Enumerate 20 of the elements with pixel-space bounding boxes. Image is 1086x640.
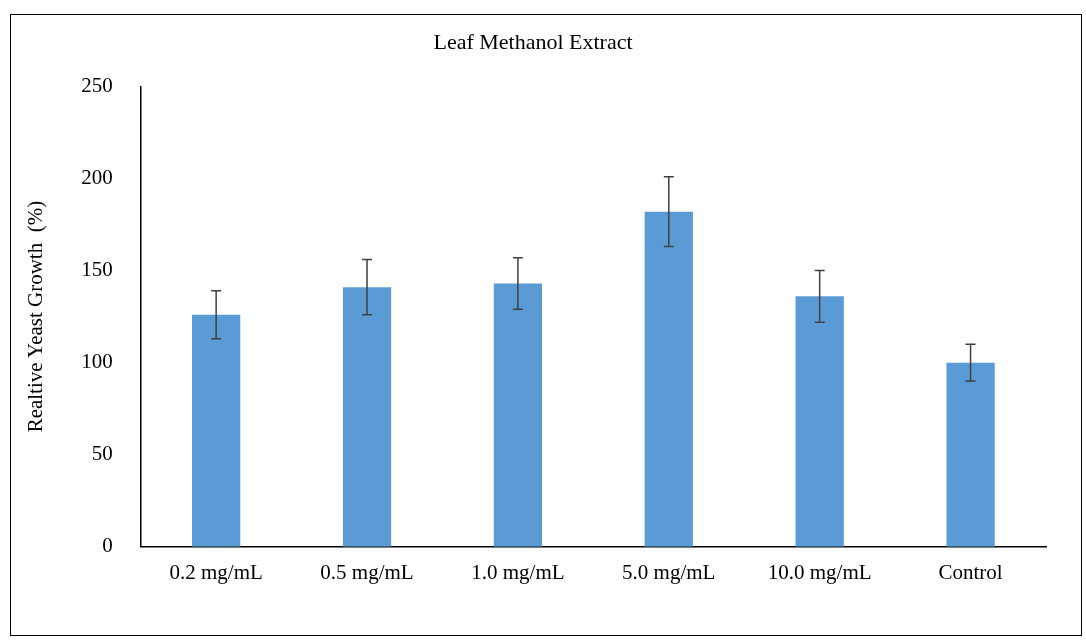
x-tick-label: 5.0 mg/mL <box>622 559 716 584</box>
x-tick-label: 0.5 mg/mL <box>320 559 414 584</box>
bar <box>795 296 844 547</box>
x-tick-label: 0.2 mg/mL <box>169 559 263 584</box>
y-tick-label: 250 <box>81 72 113 97</box>
y-tick-label: 100 <box>81 349 113 374</box>
y-tick-label: 50 <box>91 441 113 466</box>
bar <box>946 362 995 547</box>
chart-title: Leaf Methanol Extract <box>433 28 633 54</box>
bar <box>493 283 543 547</box>
y-tick-label: 150 <box>81 257 113 282</box>
x-tick-label: Control <box>938 559 1003 584</box>
y-axis-title: Realtive Yeast Growth (%) <box>23 200 48 433</box>
bar <box>192 314 241 547</box>
y-tick-label: 0 <box>102 533 113 558</box>
bar <box>342 287 392 547</box>
x-tick-label: 10.0 mg/mL <box>767 559 872 584</box>
bar <box>644 211 693 547</box>
y-tick-label: 200 <box>81 165 113 189</box>
x-tick-label: 1.0 mg/mL <box>471 559 565 584</box>
